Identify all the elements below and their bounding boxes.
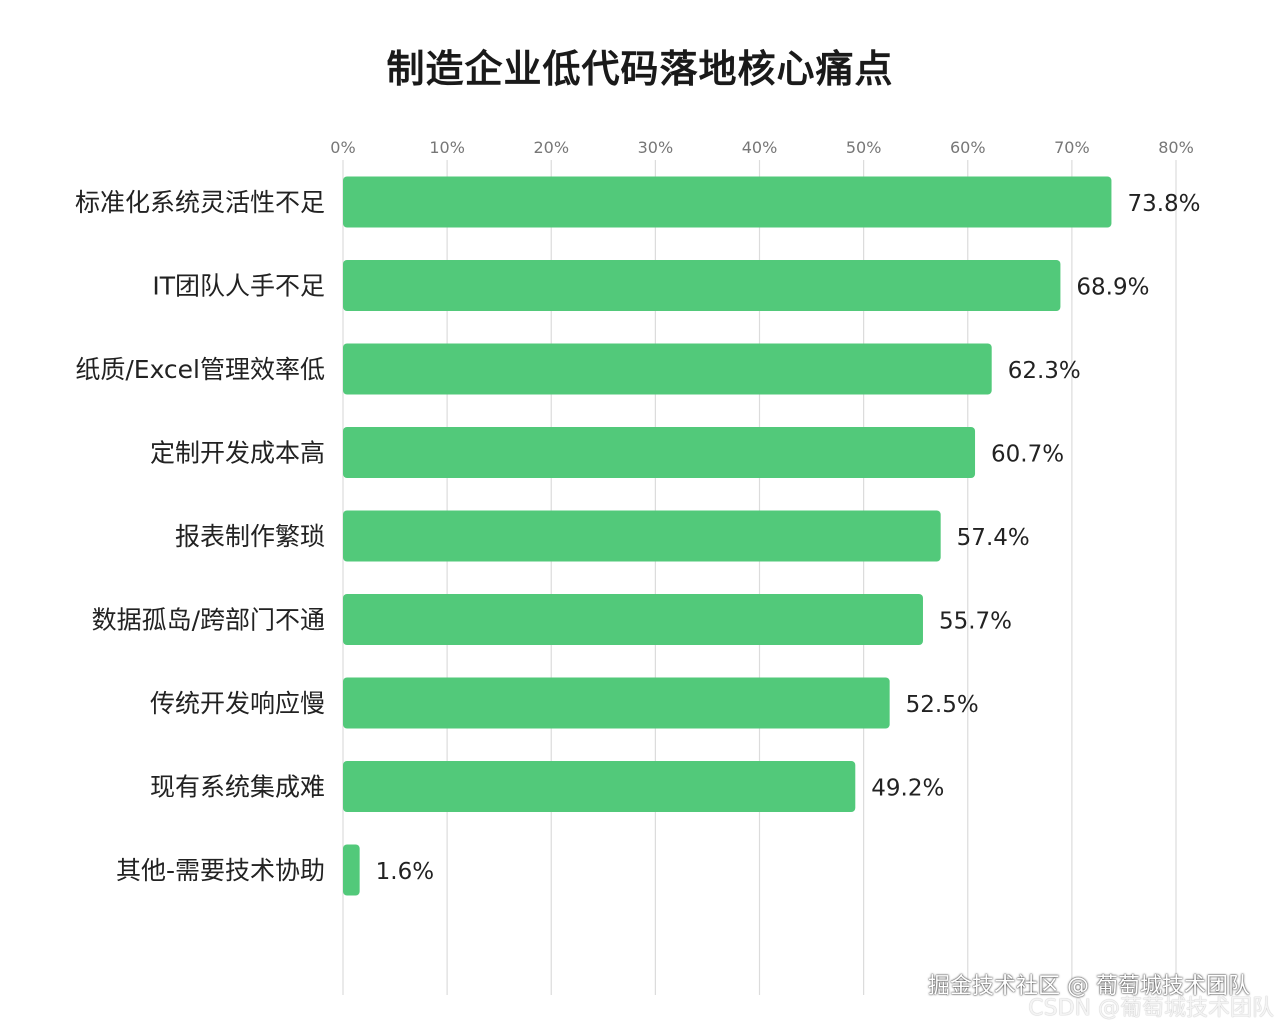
category-labels: 标准化系统灵活性不足 IT团队人手不足纸质/Excel管理效率低定制开发成本高报表…: [75, 188, 325, 885]
value-label: 57.4%: [957, 525, 1030, 551]
x-tick-label: 30%: [638, 138, 674, 157]
bar: [343, 761, 856, 812]
category-label: 现有系统集成难: [150, 773, 325, 802]
bars: [343, 176, 1112, 896]
category-label: 数据孤岛/跨部门不通: [92, 606, 325, 635]
value-label: 68.9%: [1076, 275, 1149, 301]
category-label: IT团队人手不足: [152, 272, 325, 301]
value-label: 62.3%: [1008, 358, 1081, 384]
value-labels: 73.8% 68.9% 62.3% 60.7% 57.4% 55.7% 52.5% 49.2%…: [376, 191, 1201, 885]
x-tick-label: 80%: [1158, 138, 1194, 157]
bar: [343, 510, 941, 562]
x-tick-label: 70%: [1054, 138, 1090, 157]
value-label: 1.6%: [376, 859, 434, 885]
watermark-juejin: 掘金技术社区 @ 葡萄城技术团队: [928, 974, 1250, 999]
bar: [343, 343, 992, 395]
x-tick-label: 20%: [533, 138, 569, 157]
watermark-csdn: CSDN @葡萄城技术团队: [1028, 996, 1274, 1021]
category-label: 标准化系统灵活性不足: [75, 188, 325, 217]
x-tick-label: 60%: [950, 138, 986, 157]
bar: [343, 844, 360, 896]
bar: [343, 176, 1112, 228]
value-label: 49.2%: [871, 776, 944, 802]
category-label: 报表制作繁琐: [175, 522, 325, 551]
bar: [343, 594, 923, 645]
x-axis-ticks: 0% 10% 20% 30% 40% 50% 60% 70% 80%: [330, 138, 1193, 157]
bar: [343, 427, 976, 478]
value-label: 60.7%: [991, 442, 1064, 468]
category-label: 纸质/Excel管理效率低: [75, 355, 325, 384]
value-label: 55.7%: [939, 609, 1012, 635]
x-tick-label: 0%: [330, 138, 355, 157]
x-tick-label: 40%: [742, 138, 778, 157]
x-tick-label: 50%: [846, 138, 882, 157]
bar: [343, 260, 1061, 311]
x-tick-label: 10%: [429, 138, 465, 157]
category-label: 传统开发响应慢: [150, 689, 325, 718]
category-label: 其他-需要技术协助: [116, 856, 325, 885]
value-label: 52.5%: [906, 692, 979, 718]
value-label: 73.8%: [1127, 191, 1200, 217]
category-label: 定制开发成本高: [150, 439, 325, 468]
chart-title: 制造企业低代码落地核心痛点: [386, 47, 894, 91]
bar: [343, 677, 890, 729]
